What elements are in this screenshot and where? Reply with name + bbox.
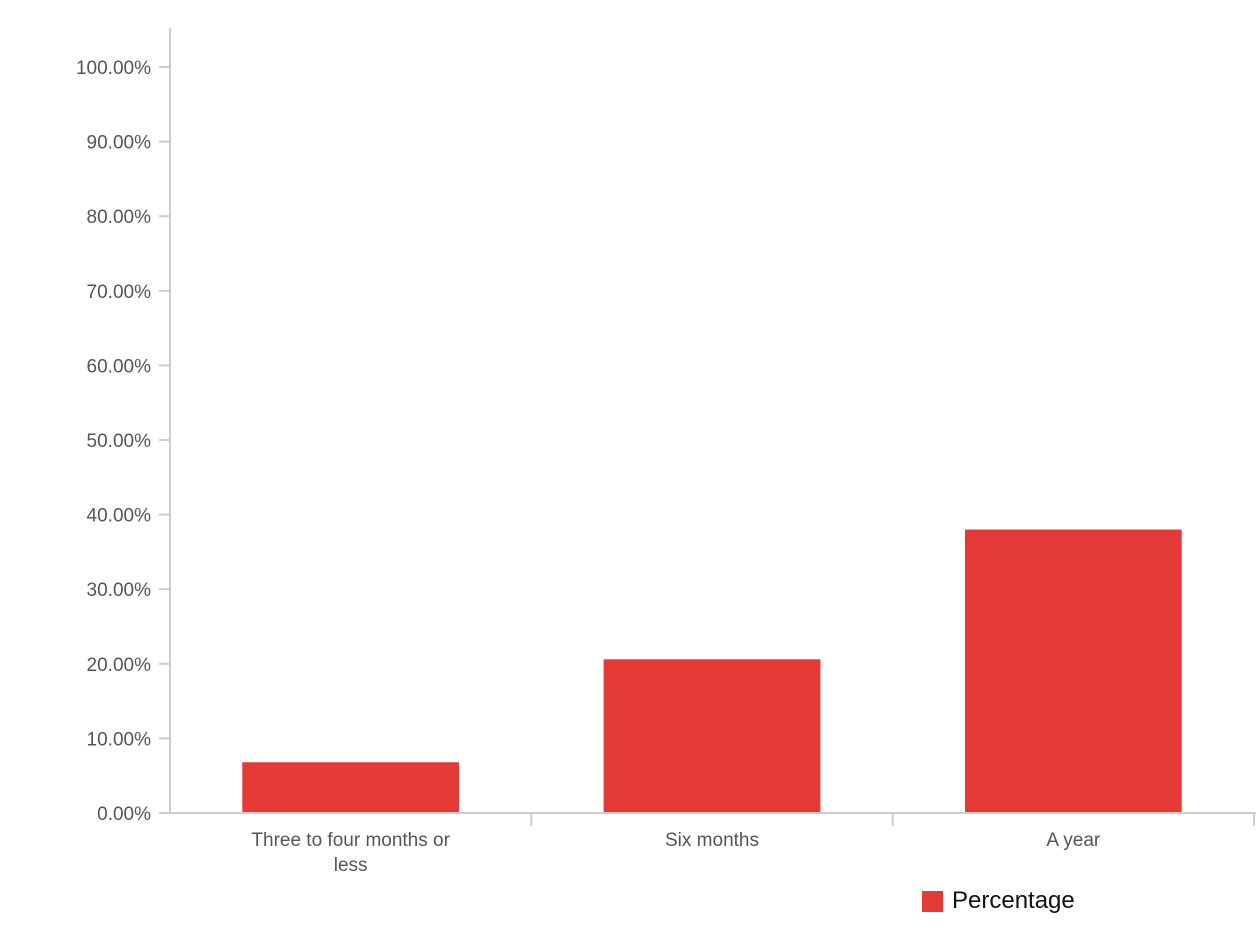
bar[interactable]: [964, 529, 1182, 812]
bar[interactable]: [242, 762, 460, 812]
y-tick-label: 0.00%: [97, 804, 151, 825]
y-tick-label: 50.00%: [87, 431, 152, 452]
y-tick-label: 70.00%: [87, 282, 152, 303]
y-axis: 0.00% 10.00% 20.00% 30.00% 40.00% 50.00% 60.00…: [76, 28, 171, 825]
y-tick-label: 10.00%: [87, 729, 152, 750]
x-category-label: A year: [1046, 830, 1101, 851]
x-category-label: Three to four months or: [251, 830, 450, 851]
y-tick-label: 100.00%: [76, 58, 151, 79]
y-tick-label: 40.00%: [87, 506, 152, 527]
y-tick-label: 90.00%: [87, 133, 152, 154]
legend: Percentage: [922, 887, 1075, 915]
y-tick-label: 80.00%: [87, 207, 152, 228]
legend-swatch: [922, 890, 943, 912]
y-tick-label: 20.00%: [87, 655, 152, 676]
y-tick-label: 60.00%: [87, 356, 152, 377]
x-category-label: less: [334, 855, 368, 876]
bar[interactable]: [603, 659, 821, 812]
x-category-label: Six months: [665, 830, 759, 851]
y-tick-label: 30.00%: [87, 580, 152, 601]
x-axis: Three to four months or less Six months A y…: [170, 812, 1256, 876]
bars: [242, 529, 1182, 812]
legend-label: Percentage: [952, 887, 1075, 914]
